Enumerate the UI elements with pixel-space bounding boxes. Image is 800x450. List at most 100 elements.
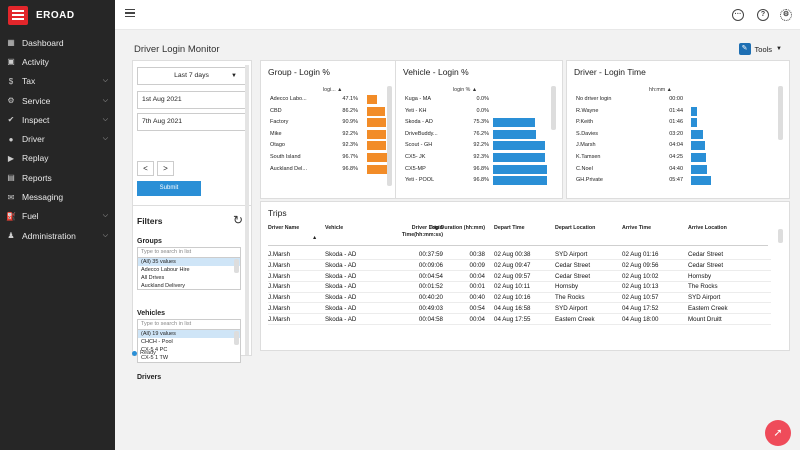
bar-mark[interactable] [367,141,387,151]
sidebar-item-service[interactable]: ⚙ Service ⌵ [0,91,115,110]
bar-mark[interactable] [367,164,388,174]
list-item[interactable]: Otago 92.3% [261,140,396,151]
bar-mark[interactable] [691,153,707,162]
list-item[interactable]: CX-5 1 TW [141,355,169,361]
list-item[interactable]: Scout - GH 92.2% [396,140,562,151]
column-header[interactable]: login % ▲ [453,87,478,93]
column-header[interactable]: Trip Duration (hh:mm) [429,225,485,231]
scrollbar[interactable] [551,86,556,130]
list-item[interactable]: (All) 19 values [138,330,240,338]
list-item[interactable]: GH.Private 05:47 [567,175,789,186]
date-range-select[interactable]: Last 7 days ▼ [137,67,246,85]
bar-mark[interactable] [493,129,536,139]
bar-mark[interactable] [493,164,548,174]
list-item[interactable]: Auckland Del... 96.8% [261,164,396,175]
bar-mark[interactable] [691,141,706,151]
bar-mark[interactable] [691,129,703,139]
list-item[interactable]: Adecco Labour Hire [141,267,190,273]
table-row[interactable]: J.Marsh Skoda - AD 00:09:06 00:09 02 Aug 09:… [261,260,771,271]
tools-button[interactable]: ✎ Tools ▼ [738,42,782,56]
sidebar-item-inspect[interactable]: ✔ Inspect ⌵ [0,110,115,129]
column-header[interactable]: Vehicle [325,225,344,231]
list-item[interactable]: Adecco Labo... 47.1% [261,94,396,105]
menu-icon[interactable] [125,9,135,17]
bar-mark[interactable] [367,95,377,104]
sidebar-item-messaging[interactable]: ✉ Messaging [0,187,115,206]
sidebar-item-administration[interactable]: ♟ Administration ⌵ [0,226,115,245]
list-item[interactable]: C.Noel 04:40 [567,164,789,175]
list-item[interactable]: Yeti - POOL 96.8% [396,175,562,186]
list-item[interactable]: R.Wayne 01:44 [567,106,789,117]
sidebar-item-driver[interactable]: ● Driver ⌵ [0,129,115,148]
table-row[interactable]: J.Marsh Skoda - AD 00:40:20 00:40 02 Aug 10:… [261,292,771,304]
list-item[interactable]: CX5- JK 92.3% [396,152,562,163]
list-item[interactable]: Kuga - MA 0.0% [396,94,562,105]
table-row[interactable]: J.Marsh Skoda - AD 00:04:54 00:04 02 Aug 09:… [261,271,771,282]
list-item[interactable]: DriveBuddy... 76.2% [396,129,562,140]
list-item[interactable]: Mike 92.2% [261,129,396,140]
column-header[interactable]: hh:mm ▲ [649,87,672,93]
prev-button[interactable]: < [137,161,154,176]
groups-listbox[interactable]: Type to search in list (All) 35 values Ad… [137,247,241,290]
list-item[interactable]: K.Tamsen 04:25 [567,152,789,163]
list-item[interactable]: Factory 90.9% [261,117,396,128]
bar-mark[interactable] [493,141,545,151]
logo[interactable]: EROAD [8,6,75,25]
list-item[interactable]: Yeti - KH 0.0% [396,106,562,117]
gear-icon[interactable]: ⚙ [780,9,792,21]
help-icon[interactable]: ? [757,9,769,21]
column-header[interactable]: Arrive Time [622,225,652,231]
bar-mark[interactable] [691,106,697,116]
next-button[interactable]: > [157,161,174,176]
scrollbar[interactable] [234,259,239,273]
bar-mark[interactable] [493,153,545,162]
scrollbar[interactable] [387,86,392,186]
table-row[interactable]: J.Marsh Skoda - AD 00:01:52 00:01 02 Aug 10:… [261,281,771,293]
table-row[interactable]: J.Marsh Skoda - AD 00:49:03 00:54 04 Aug 16:… [261,303,771,315]
column-header[interactable]: Depart Location [555,225,596,231]
table-row[interactable]: J.Marsh Skoda - AD 00:37:59 00:38 02 Aug 00:… [261,249,771,261]
scrollbar[interactable] [245,65,249,355]
bar-mark[interactable] [367,153,388,162]
chat-icon[interactable]: ··· [732,9,744,21]
sidebar-item-tax[interactable]: $ Tax ⌵ [0,72,115,91]
list-item[interactable]: CX5-MP 96.8% [396,164,562,175]
list-item[interactable]: Auckland Delivery [141,283,186,289]
sidebar-item-fuel[interactable]: ⛽ Fuel ⌵ [0,207,115,226]
column-header[interactable]: logi... ▲ [323,87,343,93]
bar-mark[interactable] [367,106,386,116]
list-item[interactable]: J.Marsh 04:04 [567,140,789,151]
bar-mark[interactable] [691,164,708,174]
scrollbar[interactable] [778,86,783,140]
sidebar-item-replay[interactable]: ▶ Replay [0,149,115,168]
bar-mark[interactable] [493,118,536,128]
to-date-input[interactable]: 7th Aug 2021 [137,113,246,131]
from-date-input[interactable]: 1st Aug 2021 [137,91,246,109]
groups-search-input[interactable]: Type to search in list [138,248,240,258]
list-item[interactable]: (All) 35 values [138,258,240,266]
list-item[interactable]: S.Davies 03:20 [567,129,789,140]
sort-asc-icon[interactable]: ▲ [312,235,318,241]
vehicles-listbox[interactable]: Type to search in list (All) 19 values CH… [137,319,241,363]
list-item[interactable]: All Drives [141,275,165,281]
column-header[interactable]: Depart Time [494,225,525,231]
bar-mark[interactable] [367,118,387,128]
column-header[interactable]: Driver Name [268,225,300,231]
list-item[interactable]: South Island 96.7% [261,152,396,163]
list-item[interactable]: CX-5 4 PC [141,347,168,353]
bar-mark[interactable] [691,176,711,186]
sidebar-item-reports[interactable]: ▤ Reports [0,168,115,187]
submit-button[interactable]: Submit [137,181,201,196]
bar-mark[interactable] [493,176,548,186]
bar-mark[interactable] [691,118,698,128]
column-header[interactable]: Arrive Location [688,225,727,231]
list-item[interactable]: Skoda - AD 75.3% [396,117,562,128]
sidebar-item-dashboard[interactable]: ▦ Dashboard [0,33,115,52]
scrollbar[interactable] [778,229,783,243]
feedback-fab-button[interactable]: ➚ [765,420,791,446]
table-row[interactable]: J.Marsh Skoda - AD 00:04:58 00:04 04 Aug 17:… [261,314,771,325]
list-item[interactable]: CBD 86.2% [261,106,396,117]
bar-mark[interactable] [367,129,387,139]
list-item[interactable]: No driver login 00:00 [567,94,789,105]
sidebar-item-activity[interactable]: ▣ Activity [0,52,115,71]
